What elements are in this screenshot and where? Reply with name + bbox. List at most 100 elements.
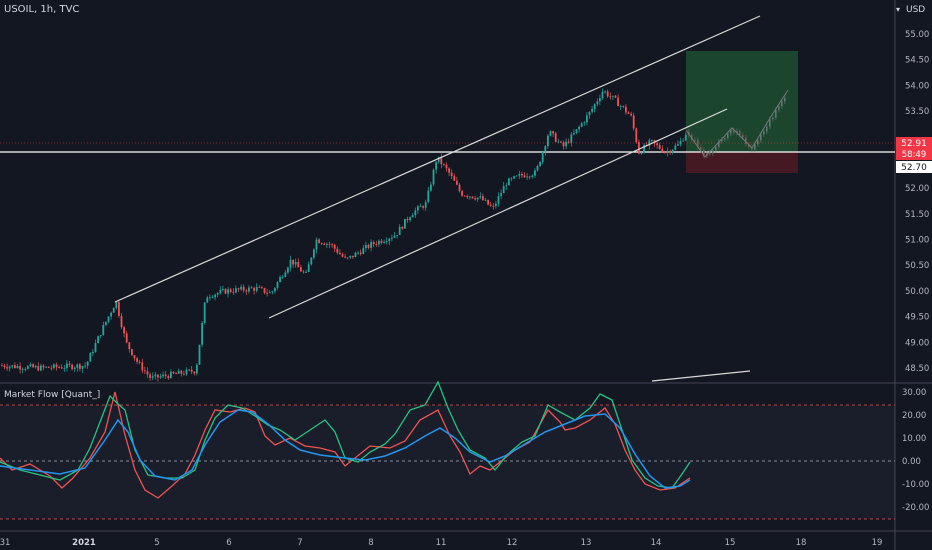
candle-body xyxy=(258,287,261,288)
projection-candle-body xyxy=(727,133,729,139)
time-tick-label: 18 xyxy=(796,538,807,548)
candle-body xyxy=(432,169,435,185)
time-tick-label: 12 xyxy=(507,538,518,548)
candle-body xyxy=(424,202,427,208)
candle-body xyxy=(492,205,495,207)
candle-body xyxy=(138,361,141,363)
candle-body xyxy=(352,255,354,258)
candle-body xyxy=(203,302,206,323)
candle-body xyxy=(190,369,193,372)
projection-candle-body xyxy=(736,131,738,133)
channel-lower-line[interactable] xyxy=(268,108,728,319)
candle-body xyxy=(107,316,110,322)
channel-upper-line[interactable] xyxy=(114,15,761,303)
candle-body xyxy=(302,271,305,273)
candle-body xyxy=(599,98,601,102)
candle-body xyxy=(510,178,513,180)
candle-body xyxy=(495,203,497,207)
candle-body xyxy=(383,241,385,243)
candle-body xyxy=(411,215,414,218)
time-axis[interactable]: 31 2021 5 6 7 8 11 12 13 14 15 18 19 xyxy=(0,538,882,548)
candle-body xyxy=(47,366,50,368)
candle-body xyxy=(313,249,315,258)
indicator-fast-line xyxy=(0,391,691,499)
candle-body xyxy=(604,91,606,93)
candle-body xyxy=(157,374,159,378)
candle-body xyxy=(144,370,146,372)
price-tick-label: 49.00 xyxy=(905,338,929,348)
indicator-tick-label: 10.00 xyxy=(902,434,926,444)
candle-body xyxy=(521,174,523,176)
candle-body xyxy=(79,364,81,369)
candle-body xyxy=(216,293,219,295)
candle-body xyxy=(466,195,469,197)
stop-zone[interactable] xyxy=(686,152,798,173)
price-label-level: 52.70 xyxy=(896,161,932,173)
candle-body xyxy=(666,151,669,153)
candle-body xyxy=(115,302,118,308)
candle-body xyxy=(284,272,287,277)
candle-body xyxy=(289,259,292,268)
candle-body xyxy=(471,196,474,199)
price-label-last: 52.91 xyxy=(896,137,932,149)
candle-body xyxy=(565,141,567,147)
candle-body xyxy=(635,128,638,143)
candle-body xyxy=(94,343,97,352)
candle-body xyxy=(367,244,370,248)
indicator-title[interactable]: Market Flow [Quant_] xyxy=(4,390,101,400)
candle-body xyxy=(632,115,635,129)
candle-body xyxy=(336,248,339,253)
candle-body xyxy=(365,244,367,249)
indicator-axis[interactable]: 30.00 20.00 10.00 0.00 -10.00 -20.00 xyxy=(902,388,929,513)
projection-candle-body xyxy=(778,106,780,110)
candle-body xyxy=(253,288,255,291)
candle-body xyxy=(3,365,6,368)
projection-candle-body xyxy=(742,135,744,138)
indicator-tick-label: -10.00 xyxy=(902,480,929,490)
candle-body xyxy=(196,364,198,374)
candle-body xyxy=(453,175,456,181)
candle-body xyxy=(162,374,164,377)
projection-path[interactable] xyxy=(685,89,789,158)
price-axis[interactable]: 55.00 54.50 54.00 53.50 52.00 51.50 51.00 50.50… xyxy=(905,30,929,374)
projection-candle-body xyxy=(694,139,696,141)
candle-body xyxy=(554,133,557,142)
price-tick-label: 54.50 xyxy=(905,56,929,66)
trend-line-bottom[interactable] xyxy=(651,370,751,382)
candle-body xyxy=(380,240,383,243)
candle-body xyxy=(391,237,393,239)
candle-body xyxy=(50,367,53,369)
candle-body xyxy=(333,244,336,249)
candle-body xyxy=(385,241,388,243)
projection-candle-body xyxy=(760,134,762,141)
price-tick-label: 53.50 xyxy=(905,107,929,117)
candle-body xyxy=(619,105,622,107)
candle-body xyxy=(242,286,245,291)
candle-body xyxy=(674,145,677,150)
candle-body xyxy=(266,292,268,294)
indicator-tick-label: -20.00 xyxy=(902,503,929,513)
candle-body xyxy=(307,264,310,273)
price-label-countdown: 58:49 xyxy=(896,149,932,160)
currency-menu-icon[interactable]: ▾ xyxy=(896,5,900,14)
candle-body xyxy=(539,161,541,167)
projection-candle-body xyxy=(733,130,735,133)
candle-body xyxy=(263,288,266,293)
time-tick-label: 31 xyxy=(0,538,10,548)
candle-body xyxy=(315,239,318,250)
candle-body xyxy=(443,164,445,165)
projection-candle-body xyxy=(739,131,741,136)
candle-body xyxy=(276,282,279,288)
projection-candle-body xyxy=(766,126,768,132)
currency-label[interactable]: USD xyxy=(906,5,925,15)
projection-candle-body xyxy=(745,137,747,145)
symbol-legend[interactable]: USOIL, 1h, TVC xyxy=(4,4,80,15)
candle-body xyxy=(172,371,175,374)
candle-body xyxy=(534,170,536,176)
candle-body xyxy=(401,226,404,229)
candle-body xyxy=(541,151,544,162)
candle-body xyxy=(141,362,144,371)
candle-body xyxy=(66,363,68,369)
candle-body xyxy=(151,376,154,378)
